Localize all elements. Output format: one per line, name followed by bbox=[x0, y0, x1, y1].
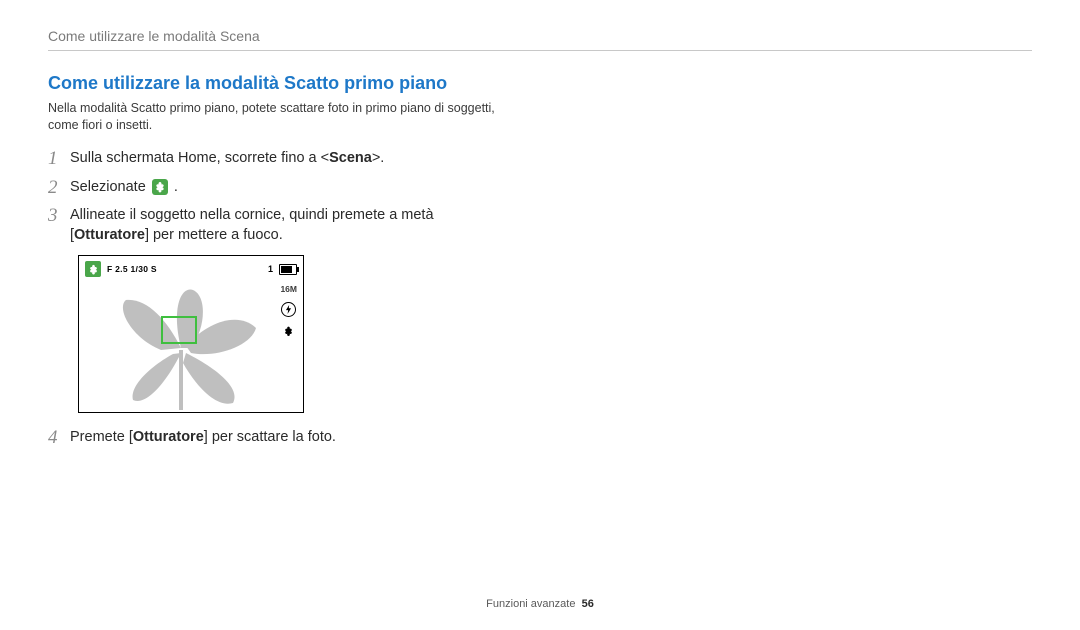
step1-bold: Scena bbox=[329, 150, 372, 166]
step-text: Sulla schermata Home, scorrete fino a <S… bbox=[70, 148, 384, 169]
step-2: 2 Selezionate . bbox=[48, 177, 1032, 200]
exposure-readout: F 2.5 1/30 S bbox=[107, 264, 157, 274]
steps-list-cont: 4 Premete [Otturatore] per scattare la f… bbox=[48, 427, 1032, 450]
step-1: 1 Sulla schermata Home, scorrete fino a … bbox=[48, 148, 1032, 171]
step-text: Premete [Otturatore] per scattare la fot… bbox=[70, 427, 336, 448]
intro-line1: Nella modalità Scatto primo piano, potet… bbox=[48, 101, 495, 115]
step1-post: >. bbox=[372, 150, 385, 166]
footer-page-number: 56 bbox=[582, 598, 594, 610]
step-text: Selezionate . bbox=[70, 177, 178, 198]
section-heading: Come utilizzare la modalità Scatto primo… bbox=[48, 73, 1032, 94]
step-3: 3 Allineate il soggetto nella cornice, q… bbox=[48, 205, 1032, 245]
mode-chip-icon bbox=[85, 261, 101, 277]
steps-list: 1 Sulla schermata Home, scorrete fino a … bbox=[48, 148, 1032, 246]
step4-bold: Otturatore bbox=[133, 429, 204, 445]
flower-subject bbox=[111, 288, 261, 410]
step-number: 1 bbox=[48, 148, 70, 171]
camera-topbar: F 2.5 1/30 S 1 bbox=[85, 260, 297, 278]
focus-box bbox=[161, 316, 197, 344]
step2-pre: Selezionate bbox=[70, 179, 150, 195]
divider bbox=[48, 50, 1032, 51]
step3-line2-bold: Otturatore bbox=[74, 227, 145, 243]
step3-line1: Allineate il soggetto nella cornice, qui… bbox=[70, 207, 434, 223]
camera-preview: F 2.5 1/30 S 1 16M bbox=[78, 255, 304, 413]
step-number: 4 bbox=[48, 427, 70, 450]
macro-mode-icon bbox=[282, 325, 295, 340]
step3-line2-post: ] per mettere a fuoco. bbox=[145, 227, 283, 243]
step-number: 3 bbox=[48, 205, 70, 228]
page-footer: Funzioni avanzate 56 bbox=[0, 598, 1080, 610]
step-text: Allineate il soggetto nella cornice, qui… bbox=[70, 205, 434, 245]
intro-text: Nella modalità Scatto primo piano, potet… bbox=[48, 100, 1032, 134]
step4-pre: Premete [ bbox=[70, 429, 133, 445]
breadcrumb: Come utilizzare le modalità Scena bbox=[48, 28, 1032, 50]
flash-icon bbox=[281, 302, 296, 317]
resolution-label: 16M bbox=[280, 284, 297, 294]
step4-post: ] per scattare la foto. bbox=[204, 429, 336, 445]
shots-remaining: 1 bbox=[268, 264, 273, 274]
step2-post: . bbox=[170, 179, 178, 195]
intro-line2: come fiori o insetti. bbox=[48, 118, 152, 132]
camera-side-icons: 16M bbox=[280, 284, 297, 340]
step1-pre: Sulla schermata Home, scorrete fino a < bbox=[70, 150, 329, 166]
macro-icon bbox=[152, 179, 168, 195]
footer-section: Funzioni avanzate bbox=[486, 598, 575, 610]
step-4: 4 Premete [Otturatore] per scattare la f… bbox=[48, 427, 1032, 450]
battery-icon bbox=[279, 264, 297, 275]
step-number: 2 bbox=[48, 177, 70, 200]
